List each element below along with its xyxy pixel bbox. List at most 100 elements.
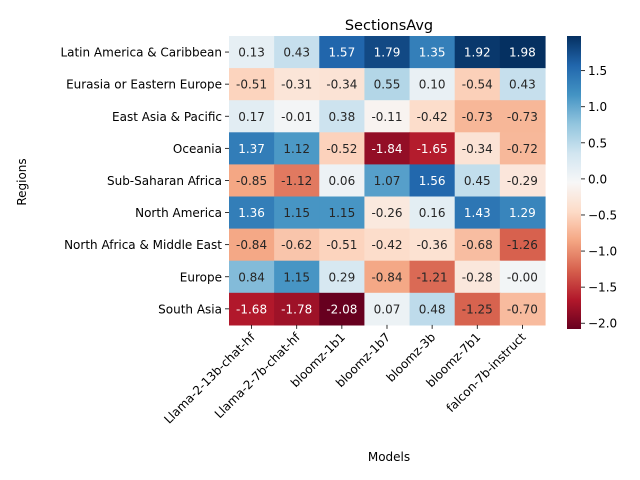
- heatmap-cell: [274, 292, 320, 326]
- colorbar-tick-label: −1.0: [588, 245, 617, 259]
- heatmap-cell: [364, 260, 411, 294]
- heatmap-cell: [499, 36, 546, 69]
- heatmap-cell-labels: 0.13 0.43 1.57 1.79 1.35 1.92 1.98 -0.51 -0.31 -0…: [236, 46, 538, 317]
- x-axis-label: Models: [368, 450, 410, 464]
- cell-value-label: 0.43: [509, 78, 536, 92]
- cell-value-label: -1.26: [507, 238, 538, 252]
- heatmap-cell: [454, 260, 501, 294]
- cell-value-label: 1.29: [509, 206, 536, 220]
- cell-value-label: 0.48: [419, 302, 446, 316]
- heatmap-cell: [364, 132, 411, 165]
- cell-value-label: -0.00: [507, 270, 538, 284]
- cell-value-label: 1.56: [419, 174, 446, 188]
- heatmap-cell: [499, 68, 546, 101]
- cell-value-label: -0.73: [462, 110, 493, 124]
- y-tick-label: Sub-Saharan Africa: [107, 174, 222, 188]
- heatmap-cell: [319, 36, 366, 69]
- heatmap-cell: [454, 196, 501, 230]
- heatmap-cell: [319, 260, 366, 294]
- heatmap-cell: [274, 260, 320, 294]
- cell-value-label: -1.25: [462, 302, 493, 316]
- heatmap-cell: [409, 132, 456, 165]
- cell-value-label: 1.37: [238, 142, 265, 156]
- cell-value-label: -0.54: [462, 78, 493, 92]
- heatmap-cell: [274, 228, 320, 262]
- y-tick-label: Latin America & Caribbean: [60, 46, 222, 60]
- heatmap-cell: [274, 68, 320, 101]
- heatmap-cell: [229, 196, 275, 230]
- chart-title: SectionsAvg: [345, 18, 433, 34]
- cell-value-label: 0.07: [374, 302, 401, 316]
- heatmap-cell: [499, 132, 546, 165]
- y-tick-label: North America: [135, 206, 222, 220]
- heatmap-cell: [274, 132, 320, 165]
- colorbar-tick-label: 0.5: [588, 136, 607, 150]
- y-axis-ticks: Latin America & Caribbean Eurasia or East…: [60, 46, 229, 316]
- heatmap-cell: [409, 228, 456, 262]
- cell-value-label: 0.45: [464, 174, 491, 188]
- cell-value-label: 0.16: [419, 206, 446, 220]
- cell-value-label: 0.13: [238, 46, 265, 60]
- heatmap-cell: [409, 164, 456, 198]
- x-tick-label: falcon-7b-instruct: [444, 330, 529, 415]
- heatmap-cell: [409, 68, 456, 101]
- heatmap-cell: [409, 292, 456, 326]
- cell-value-label: -0.68: [462, 238, 493, 252]
- x-tick-label: Llama-2-7b-chat-hf: [212, 330, 304, 422]
- heatmap-cell: [229, 260, 275, 294]
- cell-value-label: 1.57: [328, 46, 355, 60]
- cell-value-label: -0.52: [326, 142, 357, 156]
- cell-value-label: 1.79: [374, 46, 401, 60]
- cell-value-label: -0.72: [507, 142, 538, 156]
- heatmap-cell: [274, 196, 320, 230]
- cell-value-label: 0.06: [328, 174, 355, 188]
- heatmap-cell: [229, 68, 275, 101]
- colorbar-tick-label: 1.5: [588, 64, 607, 78]
- heatmap-cell: [454, 164, 501, 198]
- cell-value-label: -0.73: [507, 110, 538, 124]
- y-tick-label: East Asia & Pacific: [112, 110, 222, 124]
- heatmap-cell: [499, 164, 546, 198]
- heatmap-cell: [319, 164, 366, 198]
- cell-value-label: -0.34: [462, 142, 493, 156]
- heatmap-cell: [229, 228, 275, 262]
- cell-value-label: 1.35: [419, 46, 446, 60]
- heatmap-cell: [319, 132, 366, 165]
- cell-value-label: 1.15: [283, 206, 310, 220]
- heatmap-cell: [364, 68, 411, 101]
- heatmap-cell: [454, 100, 501, 133]
- cell-value-label: -0.11: [371, 110, 402, 124]
- heatmap-cell: [229, 164, 275, 198]
- cell-value-label: -0.28: [462, 270, 493, 284]
- cell-value-label: -0.85: [236, 174, 267, 188]
- heatmap-cell: [274, 36, 320, 69]
- heatmap-cell: [229, 36, 275, 69]
- cell-value-label: 1.15: [328, 206, 355, 220]
- heatmap-cell: [364, 228, 411, 262]
- cell-value-label: 0.55: [374, 78, 401, 92]
- heatmap-cell: [274, 100, 320, 133]
- heatmap-cell: [319, 100, 366, 133]
- heatmap-cell: [229, 100, 275, 133]
- heatmap-cell: [499, 260, 546, 294]
- cell-value-label: 1.15: [283, 270, 310, 284]
- cell-value-label: 1.43: [464, 206, 491, 220]
- cell-value-label: 1.36: [238, 206, 265, 220]
- heatmap-cell: [274, 164, 320, 198]
- y-tick-label: North Africa & Middle East: [64, 238, 222, 252]
- cell-value-label: 0.84: [238, 270, 265, 284]
- heatmap-cell: [364, 196, 411, 230]
- heatmap-cell: [319, 196, 366, 230]
- heatmap-cell: [409, 100, 456, 133]
- heatmap-cell: [499, 100, 546, 133]
- cell-value-label: -0.84: [236, 238, 267, 252]
- cell-value-label: 1.12: [283, 142, 310, 156]
- cell-value-label: -0.26: [371, 206, 402, 220]
- heatmap-cell: [499, 196, 546, 230]
- heatmap-cell: [319, 228, 366, 262]
- cell-value-label: -1.21: [417, 270, 448, 284]
- heatmap-cell: [499, 228, 546, 262]
- colorbar-tick-label: 0.0: [588, 172, 607, 186]
- cell-value-label: -1.78: [281, 302, 312, 316]
